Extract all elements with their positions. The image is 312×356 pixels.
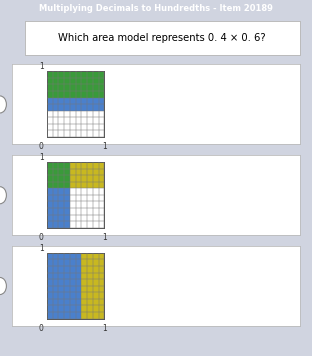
- Text: 1: 1: [102, 142, 107, 151]
- Circle shape: [0, 277, 7, 294]
- Bar: [47, 111, 105, 137]
- Bar: [47, 188, 70, 228]
- Bar: [47, 162, 70, 188]
- Text: 1: 1: [102, 233, 107, 242]
- Text: 0: 0: [39, 324, 43, 333]
- Bar: [47, 253, 81, 319]
- Text: 1: 1: [39, 62, 43, 71]
- Circle shape: [0, 187, 7, 204]
- Text: Multiplying Decimals to Hundredths - Item 20189: Multiplying Decimals to Hundredths - Ite…: [39, 4, 273, 12]
- Bar: [47, 71, 105, 98]
- Text: 1: 1: [39, 244, 43, 253]
- Bar: [81, 253, 105, 319]
- Text: 1: 1: [102, 324, 107, 333]
- Text: 1: 1: [39, 153, 43, 162]
- Bar: [47, 98, 105, 111]
- Text: Which area model represents 0. 4 × 0. 6?: Which area model represents 0. 4 × 0. 6?: [58, 33, 266, 43]
- Text: 0: 0: [39, 142, 43, 151]
- Bar: [70, 188, 105, 228]
- Text: 0: 0: [39, 233, 43, 242]
- Bar: [70, 162, 105, 188]
- Circle shape: [0, 96, 7, 113]
